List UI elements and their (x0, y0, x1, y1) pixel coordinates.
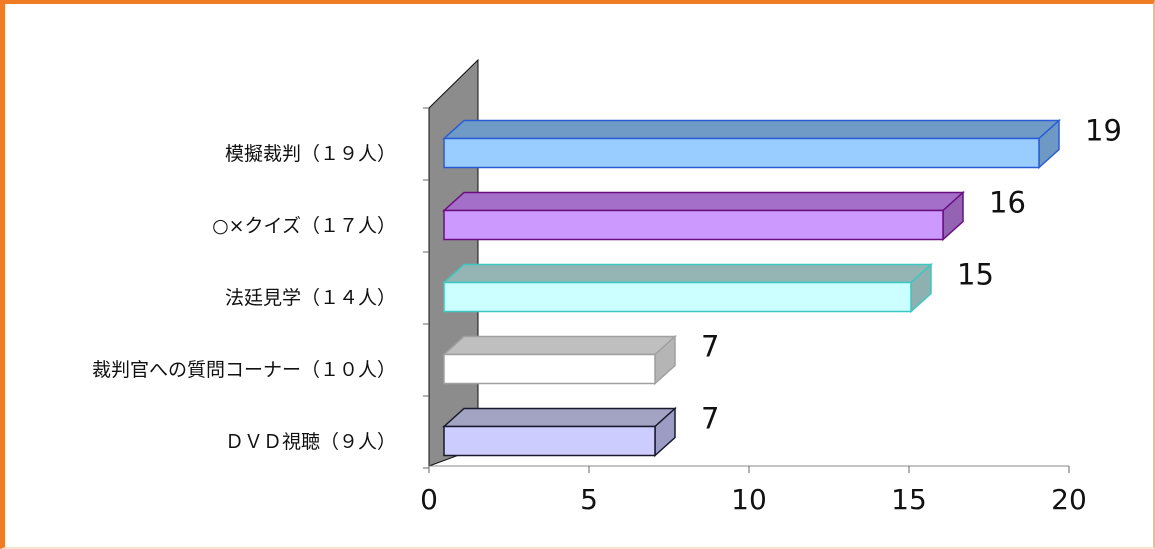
bar-top-face (442, 263, 933, 284)
bar-front-face (443, 425, 656, 457)
x-tick-label: 5 (580, 483, 598, 516)
category-label: ＤＶＤ視聴（９人） (225, 431, 396, 453)
value-label: 7 (701, 330, 719, 364)
bar-front-face (443, 137, 1040, 169)
x-tick-label: 0 (420, 483, 438, 516)
bar-top-face (442, 191, 965, 212)
bar-front-face (443, 281, 912, 313)
x-tick-label: 10 (731, 483, 767, 516)
category-label: 法廷見学（１４人） (225, 287, 396, 309)
category-label: 裁判官への質問コーナー（１０人） (92, 359, 396, 381)
value-label: 15 (957, 258, 994, 292)
category-label: ○×クイズ（１７人） (212, 215, 396, 237)
bar-top-face (442, 407, 677, 428)
x-tick-label: 20 (1051, 483, 1087, 516)
bar-top-face (442, 119, 1061, 140)
value-label: 7 (701, 402, 719, 436)
value-label: 19 (1085, 114, 1122, 148)
x-tick-label: 15 (891, 483, 927, 516)
bar-top-face (442, 335, 677, 356)
bar-front-face (443, 353, 656, 385)
category-label: 模擬裁判（１９人） (225, 143, 396, 165)
bar-front-face (443, 209, 944, 241)
value-label: 16 (989, 186, 1026, 220)
